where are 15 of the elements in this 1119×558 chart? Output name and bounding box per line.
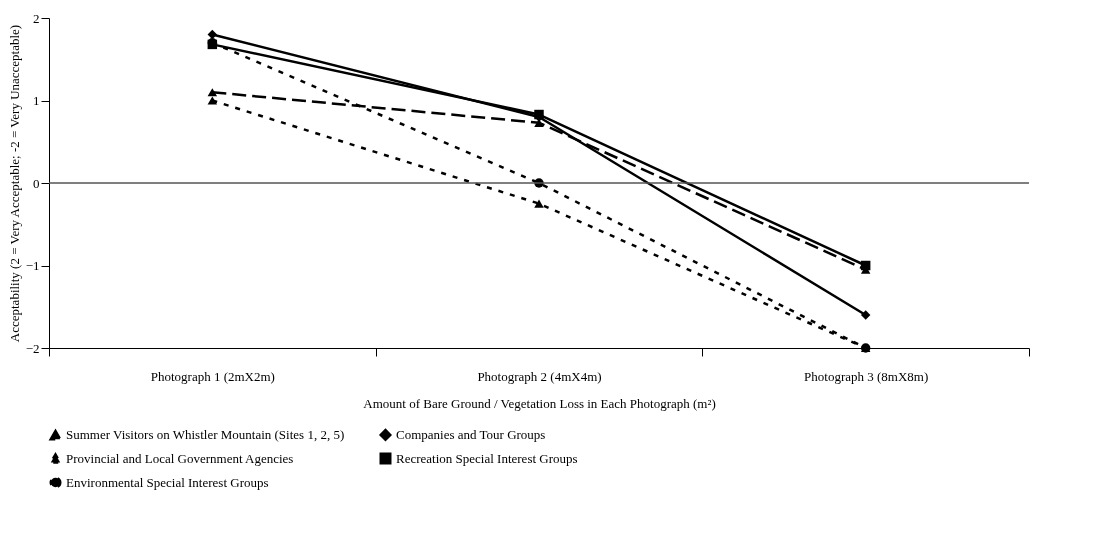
legend-label: Summer Visitors on Whistler Mountain (Sites 1, 2, 5) (66, 427, 345, 443)
x-tick-label: Photograph 1 (2mX2m) (150, 368, 275, 384)
legend-label: Provincial and Local Government Agencies (66, 450, 294, 466)
y-tick-label: 1 (33, 93, 40, 108)
y-axis-title: Acceptability (2 = Very Acceptable; -2 = Very Unacceptable) (6, 24, 22, 343)
x-tick-label: Photograph 2 (4mX4m) (477, 368, 602, 384)
y-tick-label: 0 (33, 175, 40, 191)
y-tick-label: −2 (25, 340, 40, 356)
x-axis-title: Amount of Bare Ground / Vegetation Loss in Each Photograph (m²) (363, 395, 716, 411)
legend-label: Companies and Tour Groups (396, 426, 546, 442)
y-tick-label: −1 (25, 258, 40, 273)
y-tick-label: 2 (33, 10, 40, 26)
x-tick-label: Photograph 3 (8mX8m) (804, 368, 929, 384)
legend-label: Recreation Special Interest Groups (396, 450, 578, 466)
legend-label: Environmental Special Interest Groups (66, 474, 269, 490)
